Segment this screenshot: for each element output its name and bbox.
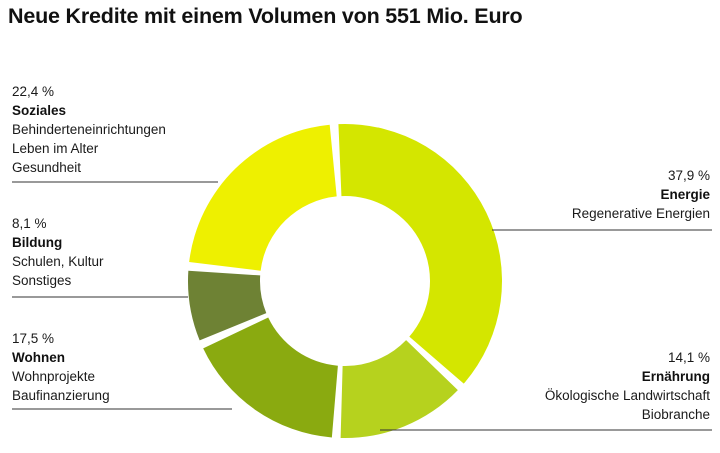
slice-energie: [338, 124, 502, 384]
label-energie-value: 37,9 %: [667, 168, 710, 183]
label-bildung-value: 8,1 %: [12, 216, 47, 231]
label-energie: 37,9 % Energie Regenerative Energien: [572, 166, 710, 223]
label-soziales: 22,4 % Soziales Behinderteneinrichtungen…: [12, 82, 166, 177]
label-ernaehrung-detail-2: Biobranche: [641, 407, 710, 422]
label-wohnen-detail-2: Baufinanzierung: [12, 388, 110, 403]
label-wohnen-name: Wohnen: [12, 350, 65, 365]
label-soziales-detail-1: Behinderteneinrichtungen: [12, 122, 166, 137]
label-ernaehrung-detail-1: Ökologische Landwirtschaft: [544, 388, 710, 403]
label-soziales-detail-3: Gesundheit: [12, 160, 82, 175]
label-ernaehrung-name: Ernährung: [641, 369, 710, 384]
label-wohnen-value: 17,5 %: [12, 331, 55, 346]
slices-layer: [188, 124, 502, 438]
label-energie-detail-1: Regenerative Energien: [571, 206, 710, 221]
slice-wohnen: [203, 317, 338, 438]
label-ernaehrung-value: 14,1 %: [667, 350, 710, 365]
label-ernaehrung: 14,1 % Ernährung Ökologische Landwirtsch…: [545, 348, 710, 424]
label-energie-name: Energie: [660, 187, 710, 202]
label-bildung-name: Bildung: [12, 235, 63, 250]
leader-lines-layer: [12, 181, 712, 431]
slice-bildung: [188, 270, 267, 341]
label-bildung-detail-1: Schulen, Kultur: [12, 254, 104, 269]
label-soziales-name: Soziales: [12, 103, 67, 118]
slice-soziales: [189, 124, 337, 271]
label-wohnen-detail-1: Wohnprojekte: [12, 369, 96, 384]
label-soziales-detail-2: Leben im Alter: [12, 141, 99, 156]
slice-ernhrung: [340, 340, 458, 438]
chart-title: Neue Kredite mit einem Volumen von 551 M…: [8, 4, 523, 28]
label-wohnen: 17,5 % Wohnen Wohnprojekte Baufinanzieru…: [12, 329, 110, 405]
label-bildung: 8,1 % Bildung Schulen, Kultur Sonstiges: [12, 214, 104, 290]
label-soziales-value: 22,4 %: [12, 84, 55, 99]
label-bildung-detail-2: Sonstiges: [12, 273, 72, 288]
